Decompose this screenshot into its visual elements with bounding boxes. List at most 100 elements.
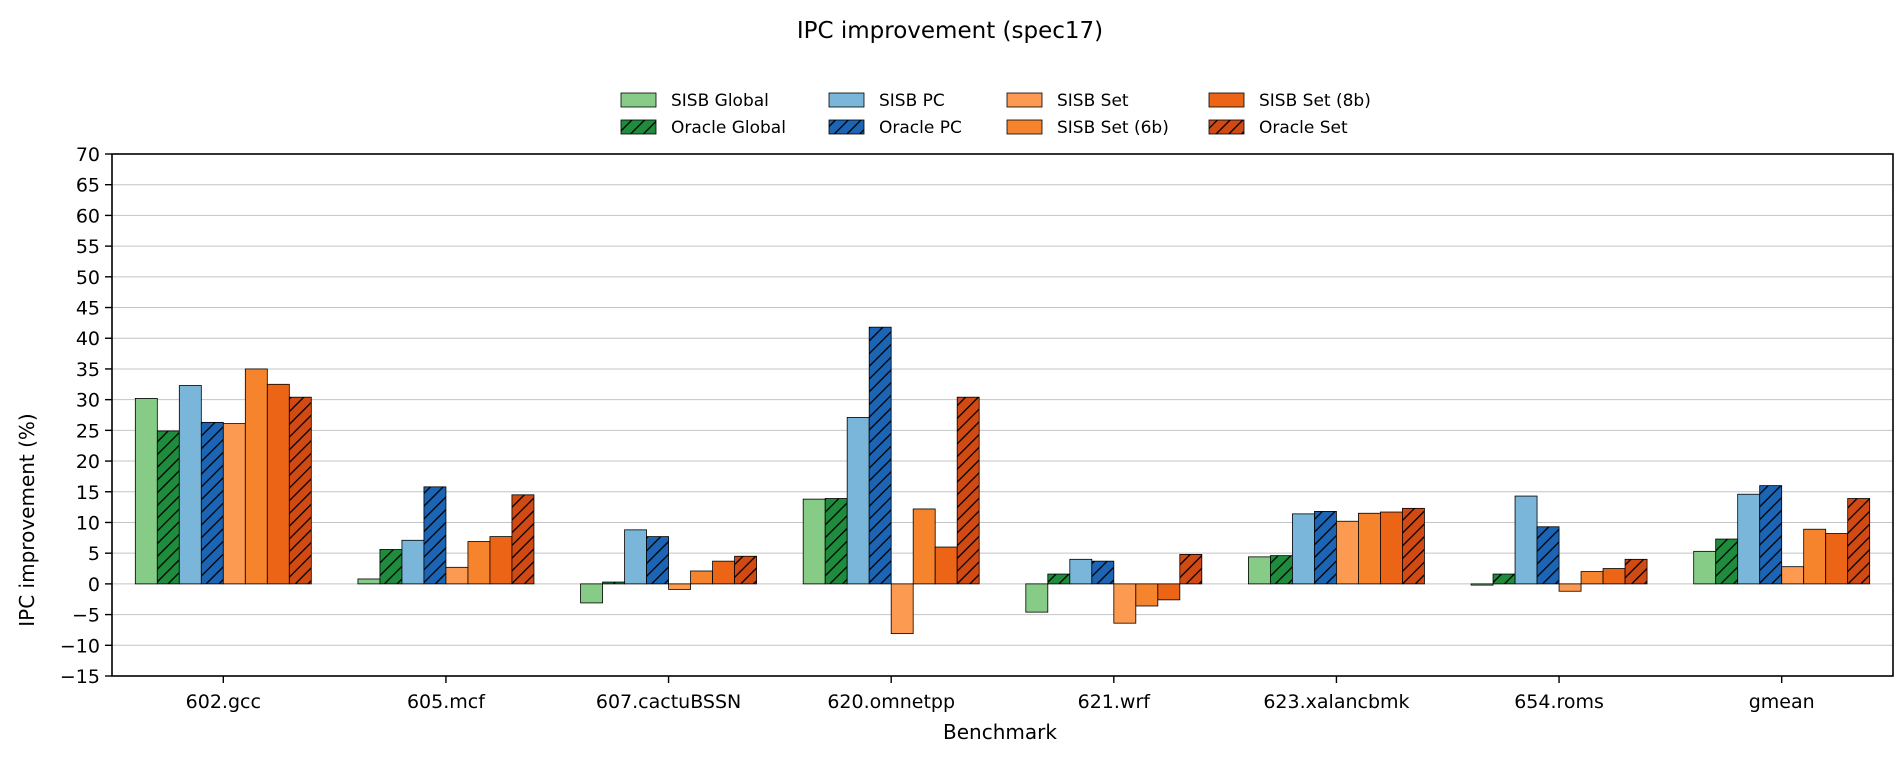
- bar: [1803, 528, 1827, 585]
- legend-label: SISB Set (6b): [1057, 118, 1169, 138]
- bar: [222, 423, 246, 585]
- chart-title: IPC improvement (spec17): [797, 18, 1103, 44]
- y-tick-label: 65: [76, 175, 100, 197]
- y-tick-label: −10: [60, 635, 100, 657]
- legend-swatch-hatch: [1209, 120, 1244, 134]
- legend-swatch: [1006, 119, 1043, 135]
- bar: [1157, 583, 1181, 601]
- bar: [489, 536, 513, 585]
- bar-hatch: [1537, 526, 1560, 584]
- bar: [1248, 556, 1271, 585]
- bar-hatch: [602, 582, 625, 584]
- bar-hatch: [1091, 561, 1114, 584]
- legend-label: Oracle Global: [671, 118, 786, 138]
- legend: SISB Global Oracle Global SISB PC Oracle PC…: [620, 91, 1371, 138]
- y-tick-label: −15: [60, 666, 100, 688]
- legend-swatch-hatch: [829, 120, 864, 134]
- legend-swatch: [1208, 92, 1245, 108]
- y-tick-label: −5: [72, 605, 100, 627]
- bar-hatch: [511, 494, 534, 584]
- bar-hatch: [957, 397, 980, 584]
- x-tick-label: 605.mcf: [407, 691, 486, 713]
- grid: [112, 153, 1893, 677]
- bar: [357, 578, 381, 585]
- bar: [1558, 583, 1582, 592]
- y-tick-label: 30: [76, 390, 100, 412]
- bar: [1380, 511, 1403, 585]
- legend-item: SISB Set (8b): [1208, 91, 1371, 111]
- legend-item: Oracle Set: [1208, 118, 1348, 138]
- bar: [1292, 513, 1315, 585]
- bar: [134, 398, 158, 585]
- bar: [1135, 583, 1159, 607]
- legend-item: SISB Global: [620, 91, 769, 111]
- x-tick-label: 623.xalancbmk: [1263, 691, 1409, 713]
- bar: [624, 529, 647, 585]
- legend-label: Oracle Set: [1259, 118, 1348, 138]
- x-tick-label: 620.omnetpp: [827, 691, 955, 713]
- bar: [1514, 495, 1538, 585]
- bar: [445, 566, 469, 585]
- bar: [1336, 520, 1359, 585]
- bar: [178, 385, 202, 585]
- bars: [134, 326, 1871, 635]
- bar: [890, 583, 914, 635]
- y-tick-label: 20: [76, 451, 100, 473]
- bar-hatch: [646, 536, 669, 584]
- bar: [1693, 550, 1717, 585]
- y-tick-label: 15: [76, 482, 100, 504]
- x-axis: 602.gcc 605.mcf 607.cactuBSSN 620.omnetpp 62…: [186, 676, 1815, 713]
- y-tick-label: 55: [76, 236, 100, 258]
- bar: [1113, 583, 1137, 624]
- y-tick-label: 0: [88, 574, 100, 596]
- y-tick-label: 35: [76, 359, 100, 381]
- bar: [1781, 566, 1805, 585]
- bar-hatch: [1847, 498, 1870, 584]
- bar-hatch: [1493, 574, 1516, 584]
- bar-hatch: [1715, 539, 1738, 584]
- bar-hatch: [157, 430, 180, 584]
- bar: [846, 417, 870, 585]
- legend-item: SISB Set: [1006, 91, 1129, 111]
- bar-hatch: [1047, 574, 1070, 584]
- bar-hatch: [825, 498, 848, 584]
- bar-hatch: [379, 549, 402, 584]
- x-tick-label: 602.gcc: [186, 691, 261, 713]
- bar: [934, 546, 958, 585]
- bar: [712, 560, 735, 585]
- bar-hatch: [423, 486, 446, 584]
- bar-hatch: [1314, 511, 1337, 584]
- bar: [912, 508, 936, 585]
- legend-item: Oracle Global: [620, 118, 786, 138]
- bar-hatch: [1759, 485, 1782, 584]
- y-tick-label: 40: [76, 328, 100, 350]
- bar: [467, 541, 491, 585]
- bar: [1602, 568, 1626, 585]
- bar: [1470, 583, 1494, 586]
- bar: [1737, 493, 1761, 585]
- legend-swatch: [620, 92, 657, 108]
- legend-swatch-hatch: [621, 120, 656, 134]
- bar-hatch: [869, 327, 892, 584]
- legend-label: SISB PC: [879, 91, 945, 111]
- bar-hatch: [1625, 559, 1648, 584]
- bar-hatch: [201, 422, 224, 584]
- y-axis: −15 −10 −5 0 5 10 15 20 25 30 35 40 45 50 55 60 65 70: [60, 144, 112, 688]
- bar: [1825, 533, 1849, 585]
- bar-hatch: [734, 556, 757, 584]
- x-tick-label: 621.wrf: [1078, 691, 1152, 713]
- x-axis-label: Benchmark: [943, 720, 1057, 744]
- bar: [1025, 583, 1049, 613]
- legend-swatch: [1006, 92, 1043, 108]
- bar: [266, 383, 290, 585]
- legend-label: SISB Global: [671, 91, 769, 111]
- x-tick-label: 607.cactuBSSN: [596, 691, 741, 713]
- y-tick-label: 60: [76, 205, 100, 227]
- y-tick-label: 10: [76, 512, 100, 534]
- bar: [244, 368, 268, 585]
- legend-label: Oracle PC: [879, 118, 962, 138]
- legend-item: SISB Set (6b): [1006, 118, 1169, 138]
- bar: [580, 583, 603, 604]
- legend-item: Oracle PC: [828, 118, 962, 138]
